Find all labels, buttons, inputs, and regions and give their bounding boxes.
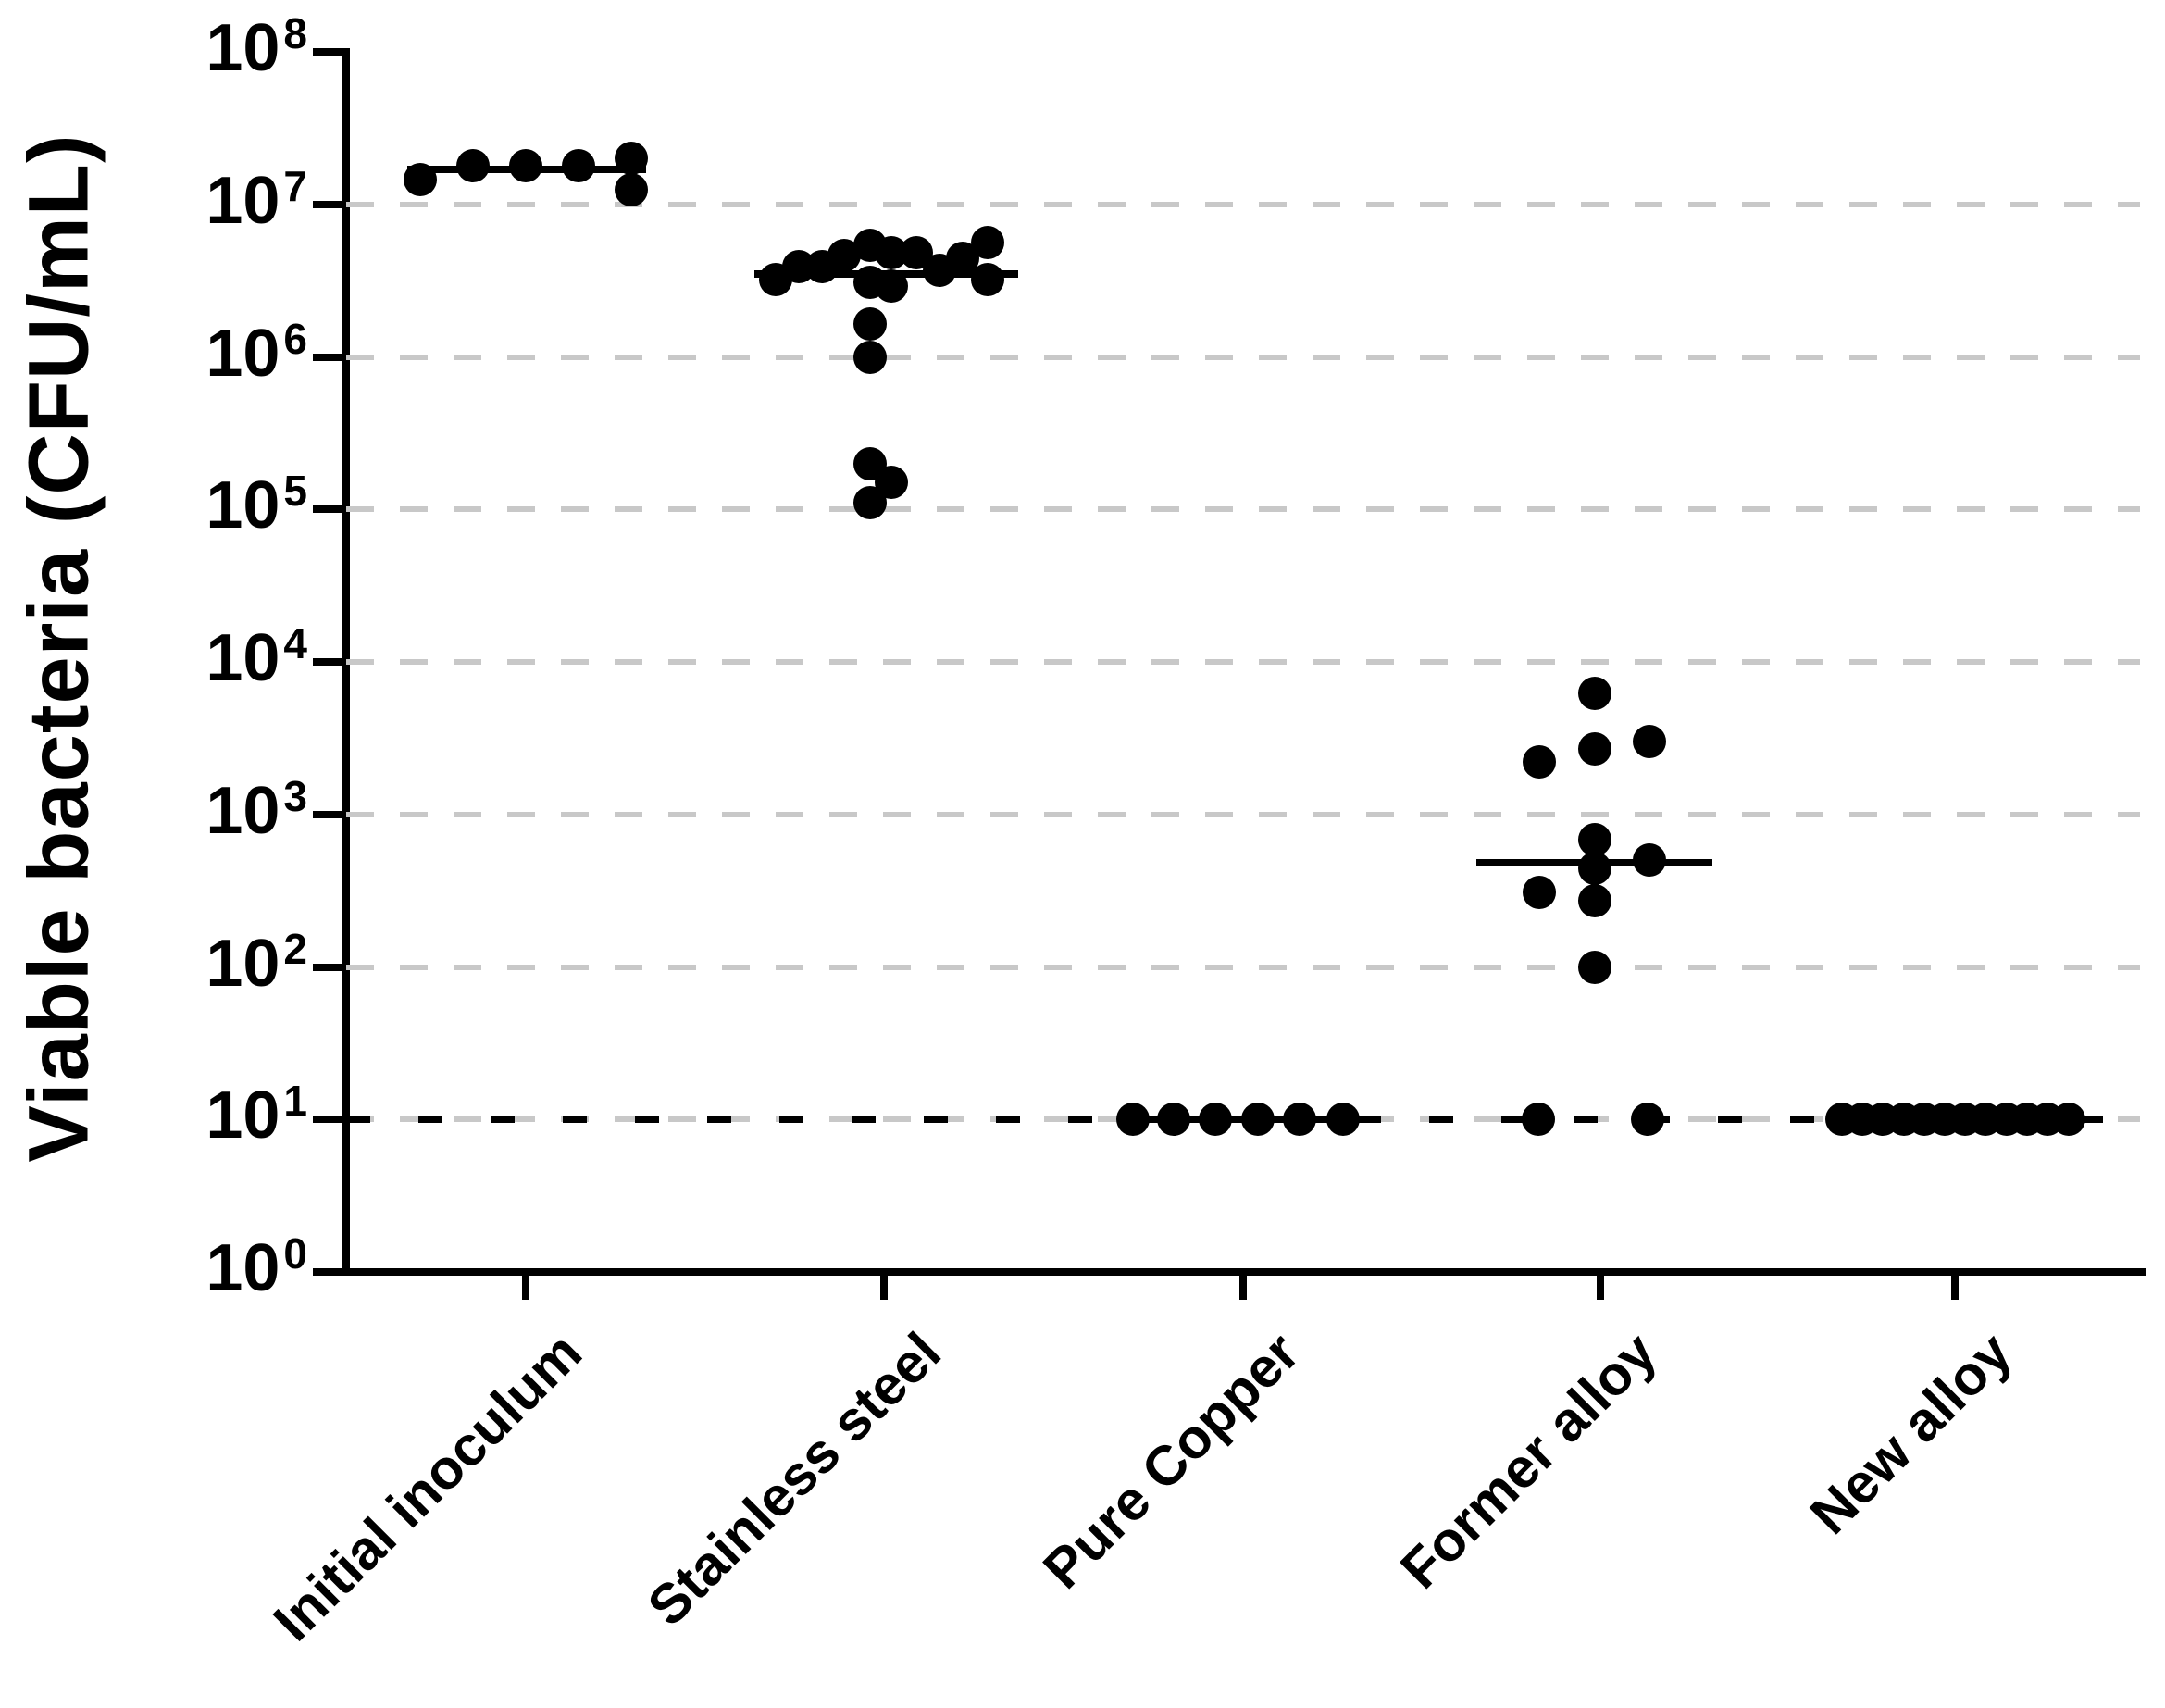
gridline-10e5: [346, 506, 2140, 513]
data-point: [1522, 875, 1556, 909]
data-point: [875, 269, 909, 304]
y-tick-base: 10: [205, 773, 280, 848]
x-axis-label-1: Initial inoculum: [261, 1320, 593, 1653]
x-axis-tick-5: [1951, 1276, 1960, 1300]
data-point: [1522, 745, 1556, 779]
gridline-10e4: [346, 659, 2140, 665]
y-tick-label-10e6: 106: [205, 314, 307, 387]
data-point: [853, 486, 888, 520]
x-axis-label-2: Stainless steel: [635, 1320, 952, 1638]
y-tick-exponent: 3: [283, 771, 307, 820]
y-tick-label-10e5: 105: [205, 467, 307, 539]
y-tick-label-10e7: 107: [205, 161, 307, 234]
x-axis-tick-2: [880, 1276, 889, 1300]
y-tick-base: 10: [205, 1231, 280, 1305]
data-point: [1283, 1103, 1316, 1137]
x-axis-label-4: Former alloy: [1387, 1320, 1668, 1601]
y-tick-exponent: 4: [283, 619, 307, 667]
data-point: [1577, 823, 1611, 857]
y-tick-base: 10: [205, 468, 280, 543]
data-point: [1577, 677, 1611, 711]
gridline-10e2: [346, 964, 2140, 970]
x-axis-label-3: Pure Copper: [1031, 1320, 1312, 1601]
data-point: [1630, 1103, 1664, 1137]
y-axis-tick-10e0: [313, 1268, 346, 1276]
data-point: [614, 172, 648, 206]
y-axis-title: Viable bacteria (CFU/mL): [11, 133, 106, 1163]
data-point: [1577, 731, 1611, 766]
y-axis-tick-10e1: [313, 1116, 346, 1124]
data-point: [1157, 1103, 1190, 1137]
y-tick-base: 10: [205, 926, 280, 1001]
gridline-10e3: [346, 811, 2140, 817]
y-axis-tick-10e8: [313, 48, 346, 56]
y-tick-base: 10: [205, 163, 280, 238]
y-tick-exponent: 7: [283, 161, 307, 210]
y-tick-label-10e1: 101: [205, 1077, 307, 1149]
data-point: [614, 142, 648, 176]
y-axis-tick-10e2: [313, 963, 346, 971]
y-tick-label-10e2: 102: [205, 924, 307, 997]
median-line-3: [1123, 1116, 1354, 1124]
y-tick-exponent: 6: [283, 314, 307, 363]
y-axis-tick-10e4: [313, 658, 346, 666]
data-point: [1326, 1103, 1360, 1137]
gridline-10e6: [346, 354, 2140, 360]
y-tick-exponent: 5: [283, 467, 307, 516]
y-tick-exponent: 1: [283, 1077, 307, 1126]
y-axis-tick-10e5: [313, 505, 346, 514]
data-point: [1577, 950, 1611, 984]
y-tick-base: 10: [205, 621, 280, 695]
data-point: [971, 263, 1005, 297]
y-tick-label-10e4: 104: [205, 619, 307, 692]
data-point: [1577, 852, 1611, 886]
y-axis-tick-10e7: [313, 200, 346, 208]
x-axis-tick-1: [521, 1276, 529, 1300]
data-point: [853, 306, 888, 341]
data-point: [1577, 884, 1611, 918]
data-point: [1199, 1103, 1232, 1137]
y-tick-exponent: 0: [283, 1229, 307, 1278]
gridline-10e7: [346, 201, 2140, 207]
y-tick-base: 10: [205, 316, 280, 391]
x-axis-line: [342, 1268, 2146, 1276]
data-point: [853, 340, 888, 374]
data-point: [403, 163, 437, 197]
data-point: [561, 148, 595, 182]
data-point: [1116, 1103, 1150, 1137]
y-tick-label-10e8: 108: [205, 9, 307, 81]
data-point: [508, 148, 542, 182]
y-tick-base: 10: [205, 1078, 280, 1153]
data-point: [1632, 843, 1666, 878]
x-axis-tick-4: [1596, 1276, 1604, 1300]
y-axis-tick-10e3: [313, 810, 346, 818]
data-point: [2052, 1103, 2086, 1137]
y-tick-label-10e0: 100: [205, 1229, 307, 1302]
x-axis-label-5: New alloy: [1798, 1320, 2023, 1546]
y-tick-exponent: 8: [283, 9, 307, 57]
data-point: [1521, 1103, 1555, 1137]
y-axis-tick-10e6: [313, 353, 346, 361]
x-axis-tick-3: [1239, 1276, 1247, 1300]
y-tick-label-10e3: 103: [205, 771, 307, 844]
data-point: [971, 226, 1005, 260]
data-point: [1241, 1103, 1275, 1137]
y-tick-base: 10: [205, 11, 280, 85]
y-tick-exponent: 2: [283, 924, 307, 973]
data-point: [1632, 725, 1666, 759]
data-point: [455, 148, 490, 182]
